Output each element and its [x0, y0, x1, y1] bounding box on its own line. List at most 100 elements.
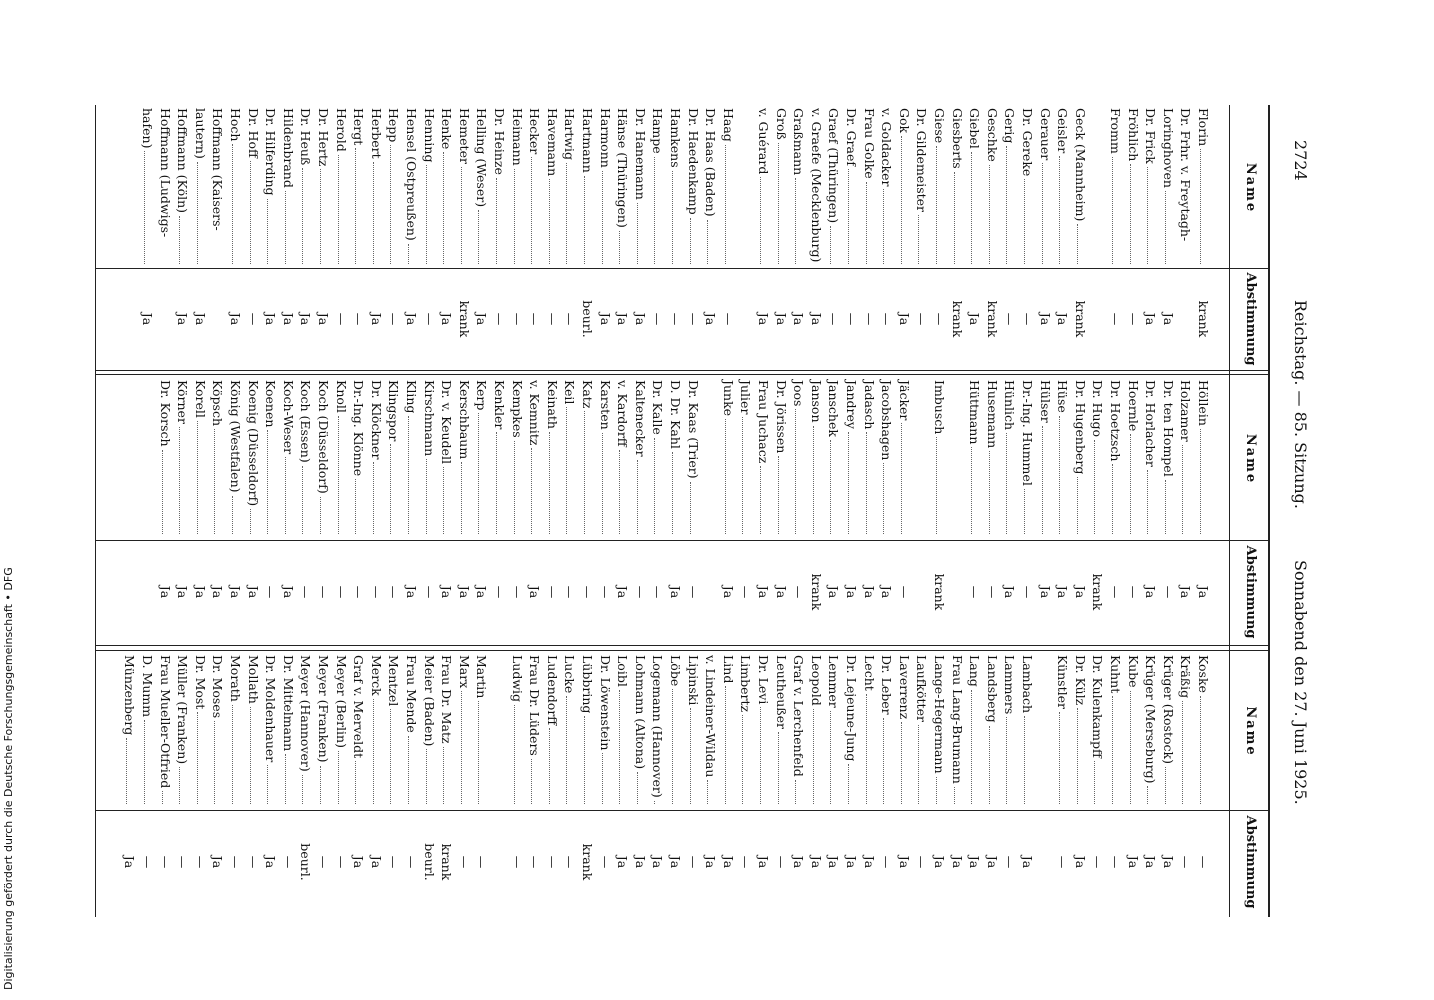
entry-row: Knoll [333, 380, 350, 538]
vote-result: — [562, 312, 578, 326]
entry-row: Frau Lang-Brumann [949, 655, 966, 808]
member-name: Dr. Kalle [650, 380, 666, 435]
vote-result: Ja [456, 585, 472, 599]
entry-row: Groß [773, 108, 790, 268]
vote-result: Ja [1072, 855, 1088, 869]
entry-row: Koske [1195, 655, 1212, 808]
dot-leader [1006, 717, 1019, 804]
entry-row: D. Dr. Kahl [667, 380, 684, 538]
vote-result: Ja [703, 312, 719, 326]
member-name: Jäcker [896, 380, 912, 421]
member-name: Dr. Korsch [157, 380, 173, 447]
entry-row: Kube [1125, 655, 1142, 808]
entry-row: Graef (Thüringen) [825, 108, 843, 268]
entry-row: Dr. Heinze [491, 108, 508, 268]
entry-row: Dr. Hertz [315, 108, 332, 268]
dot-leader [654, 437, 667, 534]
vote-result: krank [439, 843, 455, 881]
vote-result: — [175, 855, 191, 869]
entry-row: Logemann (Hannover) [649, 655, 667, 808]
entry-row: Lipinski [685, 655, 702, 808]
entry-row: Dr. Heuß [297, 108, 315, 268]
vote-result: Ja [1143, 585, 1159, 599]
entry-row: Kling [403, 380, 420, 538]
member-name: Mollath [245, 655, 261, 704]
column-header: Abstimmung [1243, 545, 1258, 639]
member-name: Köpsch [210, 380, 226, 426]
vote-result: Ja [791, 312, 807, 326]
member-name: Laufkötter [914, 655, 930, 722]
member-name: Morath [228, 655, 243, 702]
member-name: Kempkes [509, 380, 525, 438]
entry-row: Dr. Levi [755, 655, 772, 808]
entry-row: Loibl [614, 655, 632, 808]
entry-row: Dr. Lejeune-Jung [843, 655, 860, 808]
dot-leader [337, 750, 350, 804]
dot-leader [900, 722, 913, 804]
dot-leader [865, 432, 878, 534]
entry-row: Lemmer [825, 655, 843, 808]
dot-leader [1129, 690, 1142, 804]
member-name: Laverrenz [896, 655, 912, 720]
dot-leader [284, 754, 297, 804]
vote-result: Ja [351, 855, 367, 869]
member-name: Dr. Most [192, 655, 208, 710]
entry-row: Dr. Külz [1072, 655, 1089, 808]
dot-leader [126, 738, 139, 804]
dot-leader [918, 724, 931, 804]
vote-result: — [668, 312, 683, 326]
dot-leader [179, 216, 192, 264]
vote-result: Ja [844, 855, 859, 869]
member-name: D. Mumm [140, 655, 155, 718]
vote-result: Ja [1072, 585, 1088, 599]
member-name: Meyer (Berlin) [333, 655, 349, 748]
dot-leader [1059, 156, 1072, 264]
entry-row: Giese [931, 108, 948, 268]
column-header: Abstimmung [1243, 272, 1258, 366]
dot-leader [249, 509, 262, 534]
vote-result: Ja [896, 855, 912, 869]
entry-row: Hecker [526, 108, 544, 268]
dot-leader [302, 168, 315, 264]
entry-row: Meier (Baden) [421, 655, 438, 808]
entry-row: Lecht [861, 655, 878, 808]
vote-result: Ja [879, 585, 895, 599]
dot-leader [1112, 464, 1124, 534]
member-name: Hoch [228, 108, 243, 142]
vote-result: Ja [932, 855, 947, 869]
column-header: Abstimmung [1243, 815, 1258, 909]
vote-result: — [879, 312, 895, 326]
member-name: Dr. Hanemann [632, 108, 648, 200]
dot-leader [443, 466, 456, 534]
vote-result: — [228, 855, 243, 869]
dot-leader [636, 459, 649, 534]
header-rule [1229, 105, 1230, 917]
member-name: Koch (Düsseldorf) [316, 380, 331, 494]
dot-leader [707, 219, 720, 264]
entry-row: Martin [473, 655, 491, 808]
dot-leader [1006, 146, 1019, 264]
member-name: Hoffmann (Ludwigs- [157, 108, 173, 238]
vote-result: Ja [756, 312, 771, 326]
dot-leader [425, 165, 438, 264]
dot-leader [566, 407, 579, 534]
member-name: Hepp [386, 108, 402, 143]
dot-leader [742, 417, 755, 534]
member-name: Frau Golke [861, 108, 877, 179]
member-name: Kerschbaum [456, 380, 472, 460]
entry-row: Harmonn [597, 108, 614, 268]
vote-result: Ja [1160, 855, 1176, 869]
member-name: Dr. Haas (Baden) [703, 108, 719, 217]
dot-leader [408, 416, 420, 534]
dot-leader [795, 779, 808, 804]
dot-leader [883, 463, 896, 534]
vote-result: — [404, 855, 419, 869]
member-name: Gerig [1002, 108, 1018, 144]
vote-result: Ja [316, 312, 331, 326]
vote-result: — [280, 855, 296, 869]
member-name: Hampe [650, 108, 666, 154]
dot-leader [1182, 701, 1195, 804]
vote-result: — [967, 585, 983, 599]
entry-row: Katz [579, 380, 596, 538]
entry-row: Dr. Frick [1142, 108, 1160, 268]
